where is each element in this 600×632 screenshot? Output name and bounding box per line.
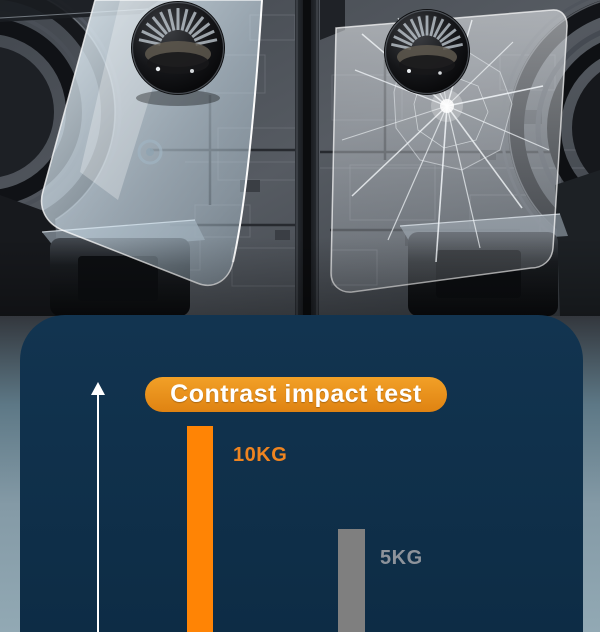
photo-bottom-shadow — [0, 0, 600, 316]
bar-10kg — [187, 426, 213, 632]
axis-arrow-line — [97, 395, 99, 632]
impact-test-chart-panel: Contrast impact test 10KG 5KG — [20, 315, 583, 632]
chart-title: Contrast impact test — [170, 380, 422, 408]
bar-label-10kg: 10KG — [233, 444, 288, 466]
hero-photo-impact-comparison — [0, 0, 600, 316]
axis-arrow-head — [91, 382, 105, 395]
hero-photo-graphic — [0, 0, 600, 316]
bar-label-5kg: 5KG — [380, 547, 423, 569]
chart-title-pill: Contrast impact test — [145, 377, 447, 412]
bar-5kg — [338, 529, 365, 632]
